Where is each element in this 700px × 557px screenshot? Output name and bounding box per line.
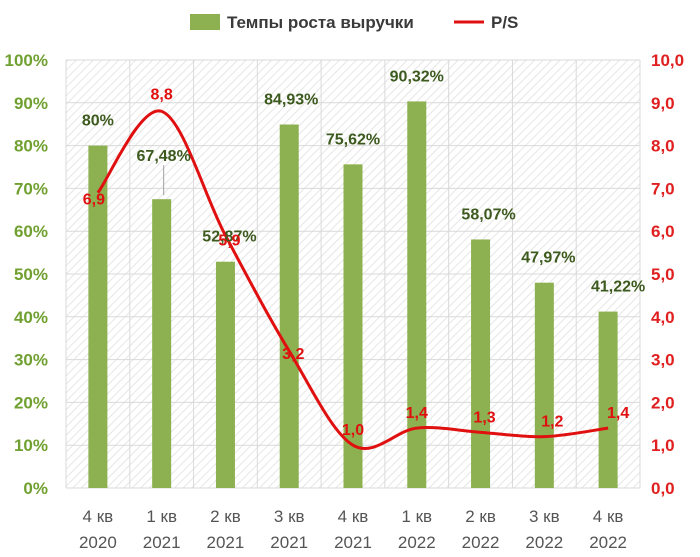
right-axis-tick-label: 6,0 xyxy=(651,222,675,241)
line-data-label: 5,9 xyxy=(218,232,240,249)
right-axis-tick-label: 9,0 xyxy=(651,94,675,113)
left-axis-tick-label: 0% xyxy=(23,479,48,498)
bar xyxy=(152,199,172,488)
left-axis-tick-label: 100% xyxy=(5,51,48,70)
line-series xyxy=(96,109,609,451)
right-axis: 0,0 1,0 2,0 3,0 4,0 5,0 6,0 7,0 8,0 9,0 10,0 xyxy=(651,51,684,498)
bar xyxy=(534,282,554,488)
legend: Темпы роста выручки P/S xyxy=(190,13,518,32)
category-label-year: 2021 xyxy=(143,533,181,552)
category-label-period: 2 кв xyxy=(465,507,496,526)
right-axis-tick-label: 5,0 xyxy=(651,265,675,284)
left-axis-tick-label: 30% xyxy=(14,351,48,370)
line-data-labels: 6,9 8,8 5,9 3,2 1,0 1,4 1,3 1,2 1,4 xyxy=(83,86,630,439)
category-label-period: 1 кв xyxy=(401,507,432,526)
line-data-label: 1,4 xyxy=(406,405,428,422)
right-axis-tick-label: 7,0 xyxy=(651,179,675,198)
line-data-label: 1,0 xyxy=(342,422,364,439)
bar-data-label: 75,62% xyxy=(326,131,380,148)
bar-data-label: 52,87% xyxy=(202,229,256,246)
left-axis: 0% 10% 20% 30% 40% 50% 60% 70% 80% 90% 100% xyxy=(5,51,48,498)
category-axis: 4 кв 2020 1 кв 2021 2 кв 2021 3 кв 2021 4 кв 2021… xyxy=(79,507,627,552)
bar xyxy=(88,145,108,488)
bar-data-label: 90,32% xyxy=(390,68,444,85)
right-axis-tick-label: 2,0 xyxy=(651,393,675,412)
left-axis-tick-label: 80% xyxy=(14,137,48,156)
right-axis-tick-label: 4,0 xyxy=(651,308,675,327)
category-label-year: 2022 xyxy=(462,533,500,552)
right-axis-tick-label: 10,0 xyxy=(651,51,684,70)
left-axis-tick-label: 10% xyxy=(14,436,48,455)
bar-data-label: 80% xyxy=(82,113,114,130)
right-axis-tick-label: 1,0 xyxy=(651,436,675,455)
category-label-year: 2021 xyxy=(270,533,308,552)
right-axis-tick-label: 8,0 xyxy=(651,137,675,156)
category-label-period: 2 кв xyxy=(210,507,241,526)
category-label-year: 2021 xyxy=(207,533,245,552)
category-label-period: 4 кв xyxy=(338,507,369,526)
right-axis-tick-label: 3,0 xyxy=(651,351,675,370)
bar xyxy=(598,311,618,488)
category-label-year: 2022 xyxy=(525,533,563,552)
bar-data-label: 84,93% xyxy=(264,91,318,108)
legend-label-line: P/S xyxy=(491,13,518,32)
line-data-label: 8,8 xyxy=(151,86,173,103)
line-data-label: 3,2 xyxy=(282,346,304,363)
bar-data-labels: 80% 67,48% 52,87% 84,93% 75,62% 90,32% 58,07% 4… xyxy=(82,68,645,295)
bar xyxy=(215,261,235,488)
category-label-period: 4 кв xyxy=(83,507,114,526)
bar-data-label: 58,07% xyxy=(461,206,515,223)
category-label-period: 3 кв xyxy=(274,507,305,526)
left-axis-tick-label: 40% xyxy=(14,308,48,327)
bar-series xyxy=(88,101,618,489)
left-axis-tick-label: 50% xyxy=(14,265,48,284)
legend-label-bars: Темпы роста выручки xyxy=(227,13,414,32)
left-axis-tick-label: 20% xyxy=(14,393,48,412)
category-label-period: 1 кв xyxy=(146,507,177,526)
category-label-year: 2020 xyxy=(79,533,117,552)
left-axis-tick-label: 90% xyxy=(14,94,48,113)
bar-data-label: 67,48% xyxy=(137,148,191,165)
ps-line xyxy=(96,109,609,451)
left-axis-tick-label: 60% xyxy=(14,222,48,241)
bar xyxy=(407,101,427,489)
legend-swatch-bars xyxy=(190,14,220,30)
line-data-label: 1,4 xyxy=(607,405,629,422)
category-label-year: 2022 xyxy=(398,533,436,552)
bar-data-label: 41,22% xyxy=(591,279,645,296)
line-data-label: 1,3 xyxy=(473,409,495,426)
left-axis-tick-label: 70% xyxy=(14,179,48,198)
bar xyxy=(471,239,491,488)
bar-data-label: 47,97% xyxy=(521,250,575,267)
line-data-label: 6,9 xyxy=(83,192,105,209)
bar xyxy=(279,124,299,488)
category-label-year: 2021 xyxy=(334,533,372,552)
category-label-period: 3 кв xyxy=(529,507,560,526)
category-label-period: 4 кв xyxy=(593,507,624,526)
line-data-label: 1,2 xyxy=(541,414,563,431)
right-axis-tick-label: 0,0 xyxy=(651,479,675,498)
category-label-year: 2022 xyxy=(589,533,627,552)
bar xyxy=(343,164,363,488)
